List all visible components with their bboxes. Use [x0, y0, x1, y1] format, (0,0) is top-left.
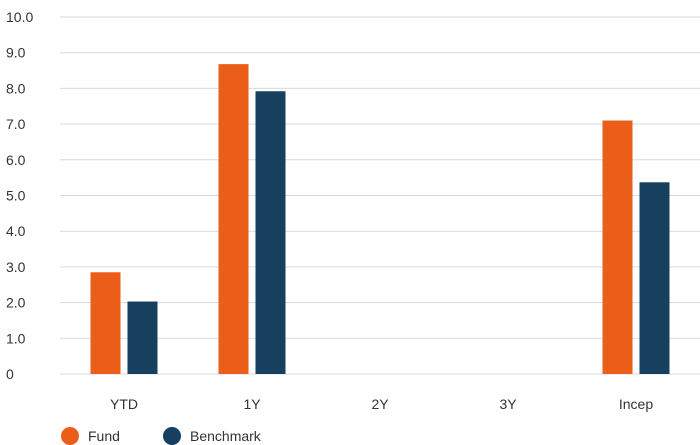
legend-marker-benchmark	[163, 427, 181, 445]
x-tick-label: Incep	[619, 396, 653, 412]
y-tick-label: 1.0	[6, 330, 26, 346]
x-tick-label: 2Y	[371, 396, 389, 412]
legend-label-benchmark: Benchmark	[190, 428, 262, 444]
bar-benchmark-1y	[255, 91, 286, 375]
y-tick-label: 5.0	[6, 188, 26, 204]
y-tick-label: 7.0	[6, 116, 26, 132]
bars	[90, 64, 670, 375]
legend: Fund Benchmark	[61, 427, 262, 445]
x-tick-label: YTD	[110, 396, 138, 412]
y-tick-label: 4.0	[6, 223, 26, 239]
x-tick-label: 1Y	[243, 396, 261, 412]
bar-fund-ytd	[90, 272, 121, 374]
gridlines	[60, 16, 700, 375]
y-tick-label: 9.0	[6, 45, 26, 61]
y-tick-label: 3.0	[6, 259, 26, 275]
x-tick-label: 3Y	[499, 396, 517, 412]
y-tick-label: 2.0	[6, 295, 26, 311]
y-tick-label: 10.0	[6, 9, 33, 25]
legend-label-fund: Fund	[88, 428, 120, 444]
y-tick-label: 0	[6, 366, 14, 382]
bar-fund-incep	[602, 120, 633, 374]
legend-marker-fund	[61, 427, 79, 445]
y-tick-label: 8.0	[6, 80, 26, 96]
bar-benchmark-incep	[639, 182, 670, 374]
y-tick-label: 6.0	[6, 152, 26, 168]
x-axis-ticks: YTD 1Y 2Y 3Y Incep	[110, 396, 653, 412]
bar-fund-1y	[218, 64, 249, 375]
bar-benchmark-ytd	[127, 301, 158, 374]
y-axis-ticks: 0 1.0 2.0 3.0 4.0 5.0 6.0 7.0 8.0 9.0 10.0	[6, 9, 33, 382]
